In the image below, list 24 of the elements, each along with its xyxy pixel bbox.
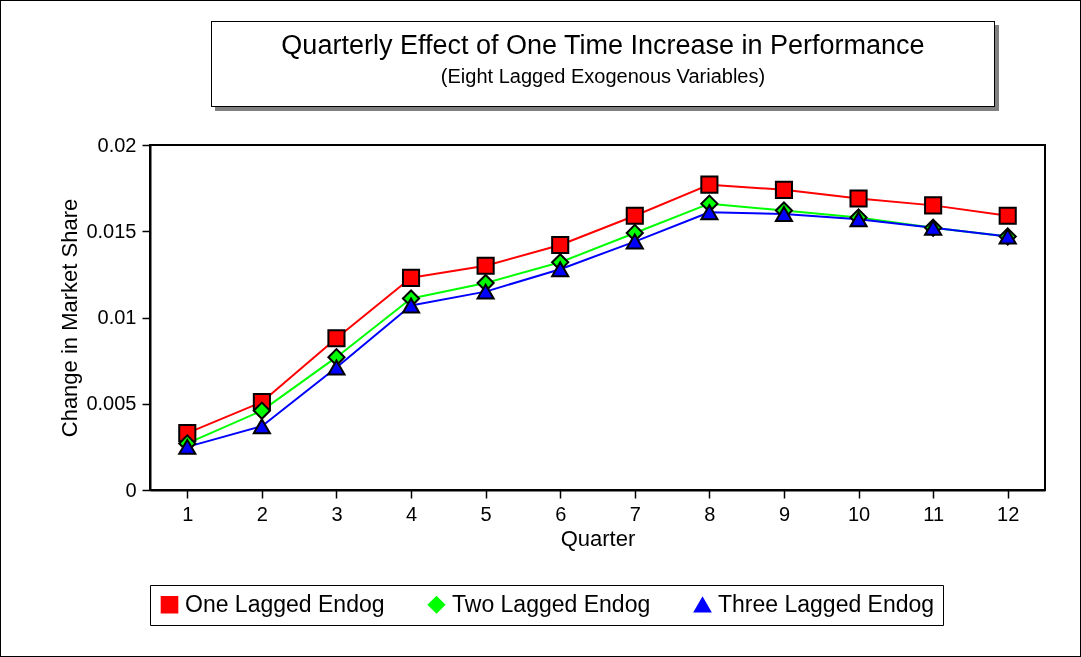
x-axis-title: Quarter bbox=[560, 525, 636, 551]
x-tick-label: 7 bbox=[629, 502, 641, 525]
y-tick-label: 0.02 bbox=[97, 133, 137, 156]
legend-label: Two Lagged Endog bbox=[452, 590, 651, 617]
y-tick-label: 0.005 bbox=[86, 392, 137, 415]
x-tick-label: 10 bbox=[847, 502, 871, 525]
chart-title: Quarterly Effect of One Time Increase in Performance bbox=[280, 30, 926, 61]
legend-label: One Lagged Endog bbox=[185, 590, 385, 617]
legend-label: Three Lagged Endog bbox=[718, 590, 935, 617]
y-tick-label: 0.015 bbox=[86, 219, 137, 242]
x-tick-label: 8 bbox=[704, 502, 716, 525]
y-axis-title: Change in Market Share bbox=[57, 198, 83, 438]
x-tick-label: 6 bbox=[555, 502, 567, 525]
x-tick-label: 11 bbox=[923, 502, 945, 525]
x-tick-label: 9 bbox=[778, 502, 791, 525]
x-tick-label: 5 bbox=[480, 502, 492, 525]
x-tick-label: 1 bbox=[182, 502, 194, 525]
chart-subtitle: (Eight Lagged Exogenous Variables) bbox=[439, 65, 767, 88]
x-tick-label: 3 bbox=[331, 502, 343, 525]
x-tick-label: 2 bbox=[256, 502, 268, 525]
x-tick-label: 12 bbox=[997, 502, 1020, 525]
y-tick-label: 0.01 bbox=[97, 306, 137, 328]
y-tick-label: 0 bbox=[125, 478, 137, 501]
x-tick-label: 4 bbox=[405, 502, 418, 525]
